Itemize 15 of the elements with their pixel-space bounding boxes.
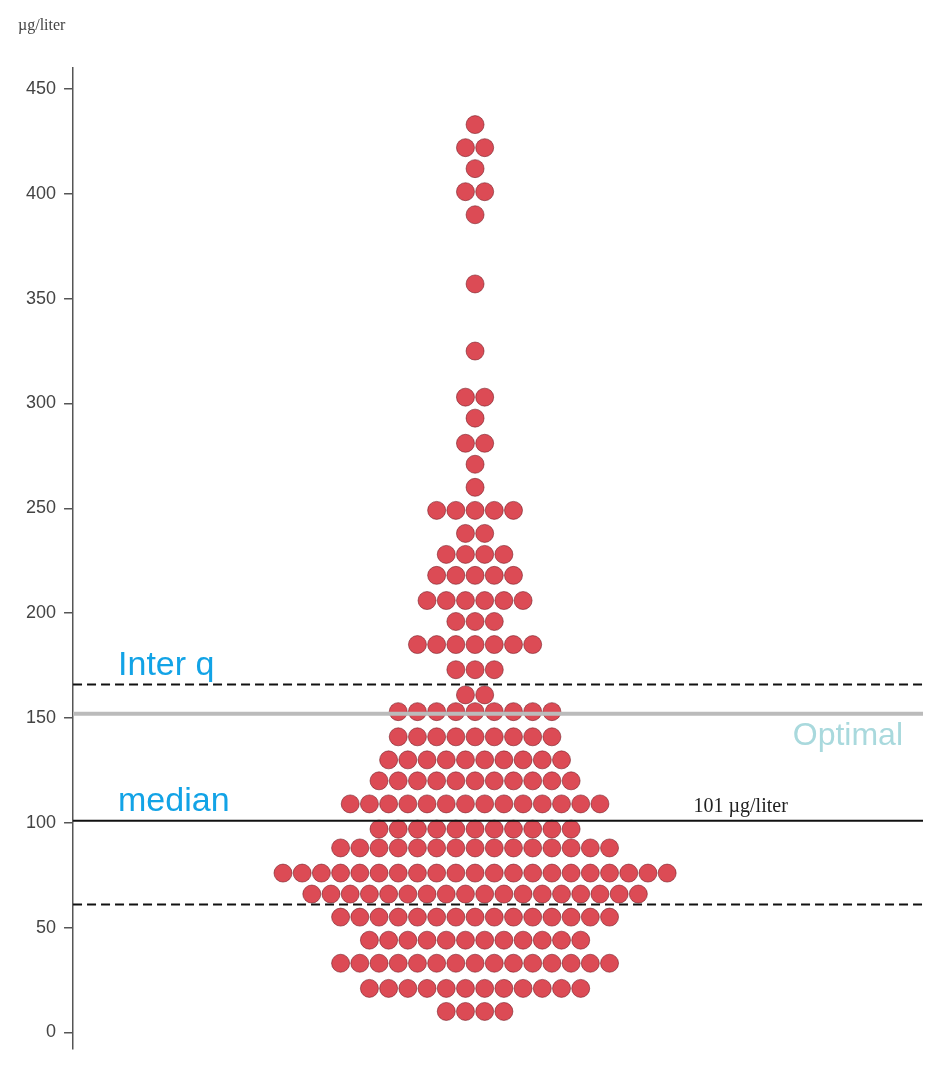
y-tick-label: 350 xyxy=(25,287,57,308)
y-tick-label: 0 xyxy=(46,1021,57,1042)
y-tick-label: 450 xyxy=(25,77,57,98)
y-axis-title: µg/liter xyxy=(18,16,67,35)
y-tick-label: 250 xyxy=(25,497,57,518)
y-tick-label: 100 xyxy=(25,811,57,832)
y-tick-label: 50 xyxy=(36,916,57,937)
y-tick-label: 300 xyxy=(25,392,57,413)
ref-line-label: Optimal xyxy=(792,715,903,752)
ref-line-label: 101 µg/liter xyxy=(693,793,789,817)
ref-line-label: Inter q xyxy=(118,643,215,682)
y-tick-label: 400 xyxy=(25,182,57,203)
y-tick-label: 150 xyxy=(25,706,57,727)
y-tick-label: 200 xyxy=(25,602,57,623)
annotation: median xyxy=(118,780,230,819)
